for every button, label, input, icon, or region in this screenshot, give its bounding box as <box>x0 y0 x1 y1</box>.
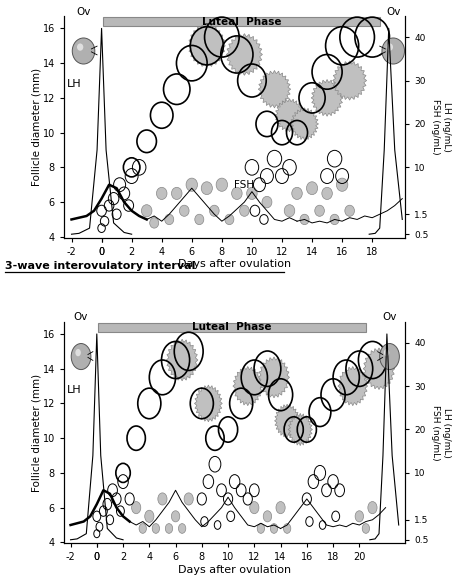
Polygon shape <box>188 24 225 67</box>
Polygon shape <box>288 413 312 446</box>
Polygon shape <box>275 99 304 132</box>
Circle shape <box>216 178 228 191</box>
Circle shape <box>292 187 302 199</box>
Circle shape <box>139 523 146 533</box>
Text: FSH: FSH <box>234 180 255 190</box>
Circle shape <box>387 44 393 51</box>
Circle shape <box>276 501 285 514</box>
FancyBboxPatch shape <box>103 17 380 26</box>
Circle shape <box>257 523 264 533</box>
Circle shape <box>322 187 332 199</box>
Circle shape <box>145 510 154 522</box>
Text: Luteal  Phase: Luteal Phase <box>201 17 281 27</box>
Circle shape <box>307 182 318 195</box>
Circle shape <box>210 205 219 216</box>
Text: Ov: Ov <box>76 6 91 17</box>
Polygon shape <box>233 367 263 406</box>
Y-axis label: LH (ng/mL)
FSH (ng/mL): LH (ng/mL) FSH (ng/mL) <box>431 405 451 460</box>
Text: Ov: Ov <box>386 6 401 17</box>
Polygon shape <box>258 70 291 108</box>
Y-axis label: LH (ng/mL)
FSH (ng/mL): LH (ng/mL) FSH (ng/mL) <box>431 99 451 155</box>
Polygon shape <box>311 80 343 116</box>
Circle shape <box>150 218 159 228</box>
Circle shape <box>355 511 364 522</box>
Text: Ov: Ov <box>74 312 88 322</box>
Polygon shape <box>333 61 366 100</box>
FancyBboxPatch shape <box>98 323 366 332</box>
Circle shape <box>270 523 278 533</box>
Text: 3-wave interovulatory interval: 3-wave interovulatory interval <box>5 261 195 271</box>
Polygon shape <box>227 34 263 76</box>
Polygon shape <box>363 348 395 389</box>
Circle shape <box>382 38 404 64</box>
Circle shape <box>283 523 291 533</box>
Circle shape <box>246 187 257 199</box>
X-axis label: Days after ovulation: Days after ovulation <box>178 565 291 575</box>
Circle shape <box>330 214 339 225</box>
Circle shape <box>172 187 182 199</box>
Polygon shape <box>194 385 222 422</box>
Polygon shape <box>338 367 368 406</box>
Circle shape <box>75 349 81 356</box>
Circle shape <box>152 523 160 533</box>
Circle shape <box>180 205 189 216</box>
Circle shape <box>362 523 370 533</box>
Circle shape <box>380 343 400 370</box>
Text: Ov: Ov <box>383 312 397 322</box>
Circle shape <box>201 182 212 195</box>
Polygon shape <box>258 357 290 398</box>
X-axis label: Days after ovulation: Days after ovulation <box>178 260 291 270</box>
Circle shape <box>158 493 167 505</box>
Text: LH: LH <box>67 385 81 394</box>
Polygon shape <box>291 108 319 140</box>
Polygon shape <box>274 404 300 437</box>
Circle shape <box>263 511 272 522</box>
Circle shape <box>225 214 234 225</box>
Circle shape <box>71 343 91 370</box>
Circle shape <box>195 214 204 225</box>
Circle shape <box>315 205 324 216</box>
Circle shape <box>284 205 295 217</box>
Y-axis label: Follicle diameter (mm): Follicle diameter (mm) <box>31 68 41 186</box>
Circle shape <box>250 501 259 514</box>
Circle shape <box>337 178 348 191</box>
Circle shape <box>186 178 198 191</box>
Circle shape <box>156 187 167 199</box>
Circle shape <box>368 501 377 514</box>
Text: Luteal  Phase: Luteal Phase <box>192 322 272 332</box>
Circle shape <box>165 214 174 225</box>
Circle shape <box>172 511 180 522</box>
Circle shape <box>165 523 173 533</box>
Text: LH: LH <box>67 79 82 89</box>
Circle shape <box>72 38 95 64</box>
Circle shape <box>384 349 389 356</box>
Circle shape <box>239 205 249 216</box>
Circle shape <box>262 196 272 208</box>
Circle shape <box>184 493 193 505</box>
Circle shape <box>232 187 242 199</box>
Circle shape <box>345 205 355 216</box>
Circle shape <box>300 214 309 225</box>
Circle shape <box>178 523 186 533</box>
Y-axis label: Follicle diameter (mm): Follicle diameter (mm) <box>31 374 41 492</box>
Circle shape <box>132 501 141 514</box>
Polygon shape <box>166 339 198 381</box>
Circle shape <box>141 205 152 217</box>
Circle shape <box>77 44 83 51</box>
